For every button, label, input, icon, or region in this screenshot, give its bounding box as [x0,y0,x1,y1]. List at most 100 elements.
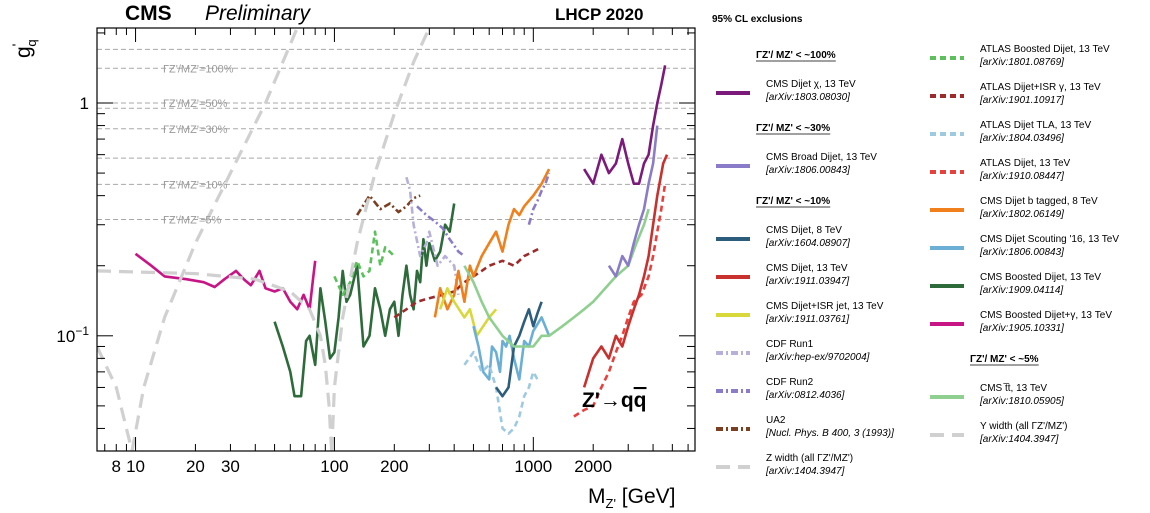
series-line-cms_dijet_scouting16 [472,316,551,381]
legend-entry-ref: [Nucl. Phys. B 400, 3 (1993)] [765,428,894,439]
series-line-cms_dijet_btag_8tev [433,168,551,318]
x-tick-label: 20 [186,457,205,476]
legend-entry-name: ATLAS Dijet TLA, 13 TeV [980,120,1091,131]
legend-entry-ref: [arXiv:1806.00843] [979,247,1064,258]
legend-section-header: ΓZ'/ MZ' < ~30% [756,123,830,134]
legend-entry-ref: [arXiv:0812.4036] [765,390,845,401]
series-line-cms_broad_dijet [607,125,659,278]
legend-entry-ref: [arXiv:1806.00843] [765,165,850,176]
legend-entry-name: CMS Broad Dijet, 13 TeV [766,152,877,163]
y-axis-title-sup: ' [9,44,25,47]
y-tick-exponent: −1 [75,324,89,338]
legend-entry-ref: [arXiv:1911.03947] [765,276,849,287]
y-tick-label: 10−1 [56,324,89,346]
series-line-cms_dijet_isr_jet [438,287,498,338]
legend-entry-ref: [arXiv:1801.08769] [979,57,1064,68]
legend-entry-ref: [arXiv:hep-ex/9702004] [765,352,870,363]
plot-frame [96,27,696,452]
legend-title: 95% CL exclusions [712,14,803,25]
legend-entry-ref: [arXiv:1910.08447] [979,171,1064,182]
legend-entry-ref: [arXiv:1810.05905] [979,396,1064,407]
x-tick-label: 10 [126,457,145,476]
series-line-cdf_run2 [416,205,466,258]
x-tick-label: 100 [320,457,348,476]
legend-entry-name: UA2 [766,415,786,426]
process-label-text: Z'→q [582,389,634,412]
x-axis-title-sub: Z' [606,496,616,511]
header-conference: LHCP 2020 [555,5,644,24]
series-line-upsilon_width [97,345,134,451]
series-line-cms_ttbar [463,208,650,348]
legend-entry-ref: [arXiv:1404.3947] [765,466,845,477]
series-line-atlas_boosted_dijet [333,230,396,297]
legend-entry-ref: [arXiv:1909.04114] [979,285,1063,296]
legend-entry-name: CMS Dijet Scouting '16, 13 TeV [980,234,1119,245]
legend-section-header: ΓZ'/ MZ' < ~10% [756,196,830,207]
width-line-label: ΓZ'/MZ'=100% [163,63,234,75]
series-line-cms_dijet_8tev [495,301,543,398]
legend-entry-ref: [arXiv:1901.10917] [979,95,1064,106]
legend-entry-ref: [arXiv:1804.03496] [979,133,1064,144]
legend: ΓZ'/ MZ' < ~100% CMS Dijet χ, 13 TeV [arXi… [716,44,1119,477]
series-line-cms_dijet_13 [582,154,669,388]
y-axis-title: g'q [9,39,39,58]
legend-entry-name: CMS Boosted Dijet+γ, 13 TeV [980,310,1112,321]
series-line-z_width_right [330,28,431,451]
legend-entry-name: CMS t̅t, 13 TeV [980,382,1047,394]
width-line-label: ΓZ'/MZ'=5% [163,214,221,226]
x-axis-title-unit: [GeV] [616,485,676,508]
legend-section-header: ΓZ'/ MZ' < ~5% [970,354,1039,365]
legend-entry-name: CMS Dijet+ISR jet, 13 TeV [766,301,884,312]
x-tick-label: 1000 [514,457,552,476]
x-tick-label: 8 [112,457,121,476]
axis-tick-labels: 8 10 20 30 100 200 1000 2000 10−1 1 [56,94,612,476]
legend-entry-name: CMS Dijet b tagged, 8 TeV [980,196,1098,207]
series-line-ua2 [356,194,421,216]
x-tick-label: 200 [380,457,408,476]
y-axis-title-main: g [12,46,35,58]
legend-entry-name: ATLAS Dijet+ISR γ, 13 TeV [980,82,1101,93]
legend-entry-ref: [arXiv:1803.08030] [765,92,850,103]
legend-entry-name: CMS Boosted Dijet, 13 TeV [980,272,1101,283]
x-axis-title-main: M [588,485,606,508]
width-reference-lines [97,48,695,220]
series-line-upsilon_width_right [130,28,299,451]
legend-entry-name: CMS Dijet χ, 13 TeV [766,79,856,90]
x-axis-title: MZ' [GeV] [588,485,675,511]
series-line-z_width [97,269,334,451]
legend-entry-name: CMS Dijet, 13 TeV [766,263,848,274]
legend-entry-name: CDF Run2 [766,377,814,388]
legend-entry-name: CMS Dijet, 8 TeV [766,225,842,236]
series-line-cms_boosted_dijet [273,203,456,398]
legend-entry-ref: [arXiv:1911.03761] [765,314,849,325]
axis-ticks [97,28,695,451]
legend-entry-name: ATLAS Dijet, 13 TeV [980,158,1071,169]
series-line-cdf_run1 [405,176,460,295]
y-axis-title-group: g'q [9,39,39,58]
y-tick-label: 1 [80,94,89,113]
x-tick-label: 2000 [574,457,612,476]
exclusion-curves [97,28,669,451]
legend-entry-name: Υ width (all ΓZ'/MZ') [980,421,1068,432]
legend-entry-name: ATLAS Boosted Dijet, 13 TeV [980,44,1110,55]
width-line-label: ΓZ'/MZ'=10% [163,179,228,191]
header-experiment: CMS [125,2,172,25]
series-line-cms_dijet_chi [582,65,667,185]
width-line-label: ΓZ'/MZ'=30% [163,124,228,136]
width-labels: ΓZ'/MZ'=100% ΓZ'/MZ'=50% ΓZ'/MZ'=30% ΓZ'/MZ… [163,63,234,226]
series-line-atlas_dijet_purple [527,172,551,226]
legend-entry-ref: [arXiv:1802.06149] [979,209,1064,220]
y-axis-title-sub: q [24,39,39,46]
legend-entry-name: CDF Run1 [766,339,814,350]
legend-entry-ref: [arXiv:1905.10331] [979,323,1064,334]
legend-section-header: ΓZ'/ MZ' < ~100% [756,50,836,61]
legend-entry-name: Z width (all ΓZ'/MZ') [766,453,853,464]
width-line-label: ΓZ'/MZ'=50% [163,98,228,110]
series-line-atlas_dijet_13 [573,183,667,418]
legend-entry-ref: [arXiv:1404.3947] [979,434,1059,445]
series-line-atlas_dijet_tla [463,350,539,435]
series-line-cms_boosted_dijet_gamma [134,252,317,311]
legend-entry-ref: [arXiv:1604.08907] [765,238,850,249]
process-label: Z'→qq [582,389,646,412]
